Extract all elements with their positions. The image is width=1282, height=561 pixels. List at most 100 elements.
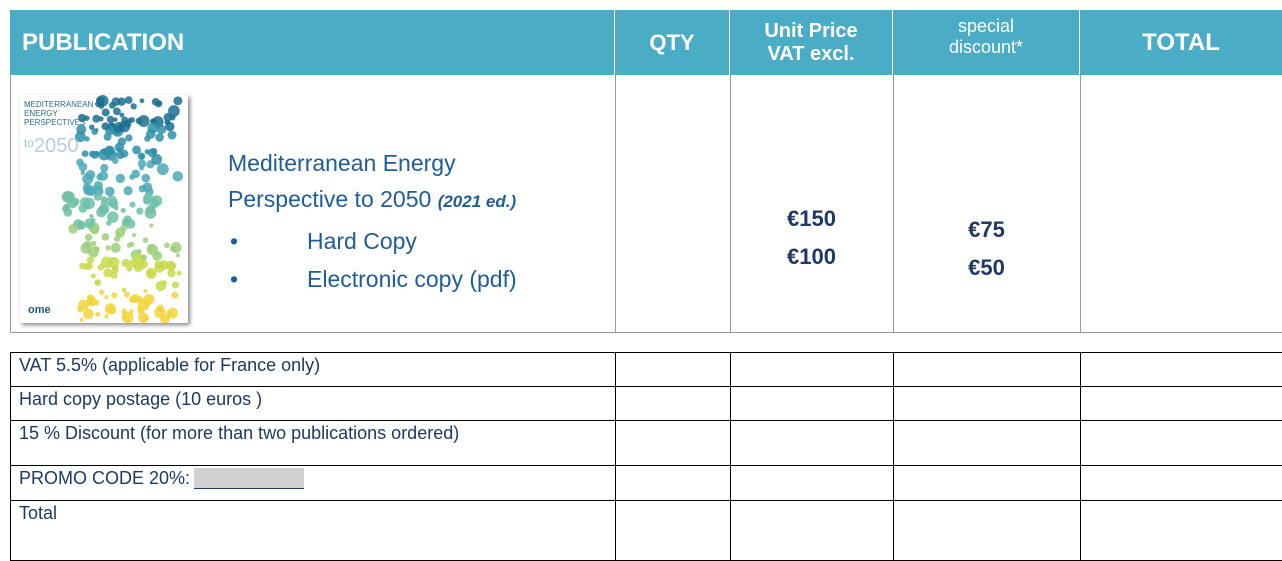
header-text: QTY [649, 30, 694, 56]
cover-dot [146, 205, 155, 214]
cover-dot [149, 248, 153, 252]
summary-cell [1080, 465, 1282, 501]
cover-dot [157, 304, 164, 311]
cover-dot [139, 166, 144, 171]
header-cell: TOTAL [1080, 10, 1282, 75]
cover-dot [104, 133, 112, 141]
cover-dot [122, 288, 127, 293]
unit-prices: €150 €100 [730, 200, 893, 276]
cover-dot [106, 196, 117, 207]
cover-dot [102, 233, 110, 241]
cover-dot [109, 102, 116, 109]
cover-dot [167, 269, 175, 277]
cover-dot [122, 219, 129, 226]
summary-label: VAT 5.5% (applicable for France only) [19, 355, 320, 375]
title-line: Perspective to 2050 (2021 ed.) [228, 181, 516, 220]
summary-cell [893, 500, 1081, 561]
discounts: €75 €50 [893, 211, 1080, 287]
cover-dot [79, 162, 88, 171]
cell [615, 75, 731, 333]
summary-label-cell: PROMO CODE 20%: [10, 465, 616, 501]
summary-label: Total [19, 503, 57, 523]
cover-dot [82, 174, 93, 185]
cover-dot [129, 309, 133, 313]
cover-dot [112, 157, 119, 164]
price: €75 [893, 211, 1080, 249]
cover-dot [143, 196, 152, 205]
cover-dot [68, 224, 78, 234]
cover-dot [131, 103, 137, 109]
cover-dot [171, 242, 182, 253]
product-title: Mediterranean Energy Perspective to 2050… [228, 145, 516, 220]
summary-cell [730, 465, 894, 501]
summary-label-cell: VAT 5.5% (applicable for France only) [10, 352, 616, 387]
cover-dot [99, 204, 110, 215]
cover-dot [148, 271, 154, 277]
header-cell: PUBLICATION [10, 10, 615, 75]
header-text: special [958, 16, 1014, 37]
cover-dot [127, 243, 132, 248]
summary-cell [893, 465, 1081, 501]
item: •Electronic copy (pdf) [230, 260, 517, 298]
price: €150 [730, 200, 893, 238]
cover-dot [155, 133, 164, 142]
cover-dot [132, 233, 136, 237]
summary-cell [730, 386, 894, 421]
cover-dot [172, 171, 183, 182]
cover-dot [95, 101, 101, 107]
cover-dot [102, 109, 110, 117]
cell [893, 75, 1081, 333]
price: €50 [893, 249, 1080, 287]
cover-dot [84, 241, 92, 249]
summary-cell [730, 352, 894, 387]
cover-dot [171, 292, 178, 299]
cover-dot [140, 98, 145, 103]
cover-dot [136, 118, 143, 125]
item: •Hard Copy [230, 222, 517, 260]
cover-dot [142, 174, 151, 183]
promo-code-input[interactable] [194, 468, 304, 489]
summary-cell [730, 500, 894, 561]
cover-dot [138, 312, 149, 323]
cover-dot [95, 312, 100, 317]
cover-dot [94, 181, 103, 190]
cover-dot [119, 121, 131, 133]
cover-dot [101, 256, 113, 268]
cover-dot [154, 252, 159, 257]
cover-dot [136, 207, 143, 214]
cover-dot [165, 122, 174, 131]
cover-dot [104, 146, 114, 156]
cover-dot [131, 170, 140, 179]
cover-dot [151, 195, 162, 206]
cover-dot [152, 150, 157, 155]
cover-logo: ome [28, 304, 51, 316]
cover-dot [113, 108, 121, 116]
cover-dot [157, 125, 166, 134]
cover-dot [121, 208, 126, 213]
cover-dot [142, 185, 147, 190]
summary-cell [893, 386, 1081, 421]
cover-dot [83, 309, 94, 320]
summary-cell [1080, 500, 1282, 561]
cover-dot [118, 137, 126, 145]
cover-dot [77, 306, 84, 313]
cover-dot [144, 294, 155, 305]
cover-dot [78, 204, 87, 213]
cover-dot [125, 134, 132, 141]
summary-cell [1080, 386, 1282, 421]
cover-dot [154, 261, 162, 269]
cover-image: MEDITERRANEAN ENERGY PERSPECTIVES to 205… [20, 95, 188, 323]
item-text: Hard Copy [307, 228, 417, 254]
summary-cell [615, 465, 731, 501]
summary-label: Hard copy postage (10 euros ) [19, 389, 262, 409]
cover-dot [148, 244, 152, 248]
summary-cell [615, 386, 731, 421]
summary-cell [615, 500, 731, 561]
summary-cell [893, 420, 1081, 466]
cover-dot [83, 185, 93, 195]
title-text: Perspective to 2050 [228, 186, 431, 212]
cover-dot [89, 214, 93, 218]
cover-dot [104, 314, 108, 318]
